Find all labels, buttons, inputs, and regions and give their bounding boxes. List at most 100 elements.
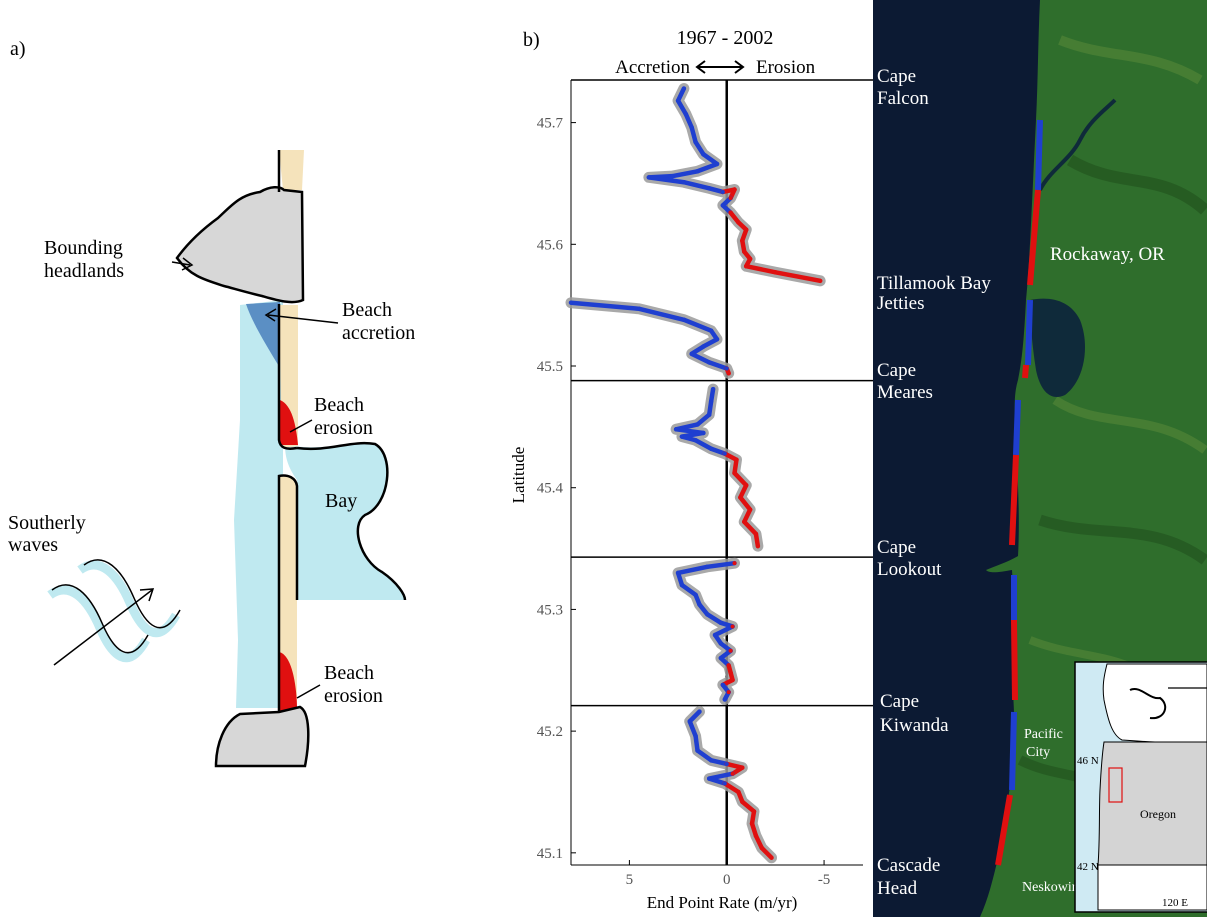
rate-point-2-0 [711, 387, 716, 392]
rate-point-4-4 [709, 758, 714, 763]
panel-a-diagram: a) Bounding headlands Beach accretion Be… [8, 38, 415, 768]
map-label-tillamook-2: Jetties [877, 293, 925, 314]
nearshore-water [234, 300, 283, 708]
accretion-arrowhead [264, 308, 277, 322]
rate-point-4-1 [687, 719, 692, 724]
profile-series-1 [565, 297, 735, 379]
rate-point-0-19 [740, 238, 745, 243]
y-axis-label: Latitude [509, 447, 528, 504]
rate-point-2-13 [738, 495, 743, 500]
rate-segment-2-2 [695, 412, 712, 427]
profile-series-0 [643, 83, 826, 287]
rate-point-1-9 [726, 371, 731, 376]
rate-point-0-0 [681, 86, 686, 91]
rate-point-0-23 [773, 270, 778, 275]
bay-inner-shore [277, 474, 299, 712]
inset-lat-42: 42 N [1077, 861, 1099, 873]
rate-point-4-2 [693, 733, 698, 738]
rate-segment-4-15 [759, 845, 774, 860]
rate-segment-2-8 [708, 446, 728, 456]
rate-point-2-12 [744, 483, 749, 488]
map-label-falcon-2: Falcon [877, 88, 929, 109]
accretion-arrow [267, 314, 339, 324]
rate-segment-3-8 [712, 624, 735, 638]
y-tick-label-1: 45.2 [537, 724, 563, 740]
rate-point-2-14 [748, 507, 753, 512]
rate-segment-2-6 [679, 434, 698, 443]
rate-point-0-3 [689, 125, 694, 130]
x-tick-label-1: 0 [723, 872, 731, 888]
accretion-label-line2: accretion [342, 322, 415, 344]
y-tick-label-5: 45.6 [537, 237, 564, 253]
neskowin-label: Neskowin [1022, 880, 1079, 895]
rate-point-2-5 [701, 430, 706, 435]
shoreline-change-chart: b) 1967 - 2002 Accretion Erosion Latitud… [509, 27, 875, 912]
rate-segment-0-9 [646, 175, 687, 185]
rate-point-0-22 [744, 264, 749, 269]
rate-point-0-7 [695, 169, 700, 174]
bay-shore [296, 441, 407, 601]
rate-segment-2-7 [693, 437, 714, 452]
beach-sand-upper [279, 150, 304, 190]
rate-point-3-3 [679, 583, 684, 588]
rate-point-0-24 [818, 278, 823, 283]
map-label-lookout-2: Lookout [877, 559, 942, 580]
map-label-cascade-1: Cascade [877, 855, 940, 876]
rate-segment-2-10 [732, 457, 739, 476]
pacific-city-label-2: City [1026, 745, 1050, 760]
rate-point-4-5 [724, 761, 729, 766]
rate-point-3-5 [697, 602, 702, 607]
rate-segment-0-7 [669, 169, 700, 179]
rate-point-2-2 [707, 412, 712, 417]
rate-segment-4-2 [693, 733, 700, 753]
y-tick-label-4: 45.5 [537, 359, 563, 375]
rate-point-0-6 [715, 161, 719, 166]
rate-point-0-17 [736, 220, 741, 225]
beach-sand-lower [279, 475, 297, 712]
rate-point-2-11 [732, 471, 737, 476]
rate-point-4-7 [730, 771, 735, 776]
y-tick-label-0: 45.1 [537, 846, 563, 862]
rate-point-1-8 [724, 366, 729, 371]
map-label-lookout-1: Cape [877, 537, 916, 558]
rate-segment-3-1 [675, 564, 710, 576]
rate-point-0-13 [732, 187, 737, 192]
rate-point-4-0 [697, 709, 702, 714]
coast-change-markers [995, 119, 1043, 866]
rate-segment-0-5 [701, 151, 720, 167]
tillamook-bay [1030, 298, 1085, 398]
inset-study-area-box [1108, 767, 1123, 803]
rate-point-4-12 [751, 809, 756, 814]
map-labels: Cape Falcon Tillamook Bay Jetties Cape M… [877, 66, 1165, 899]
panel-a-label: a) [10, 38, 26, 60]
rate-point-1-6 [689, 351, 694, 356]
rate-point-2-6 [679, 434, 684, 439]
rate-point-0-12 [720, 189, 725, 194]
rate-point-3-18 [722, 697, 727, 702]
rate-segment-1-6 [689, 351, 712, 365]
rate-segment-0-22 [743, 263, 778, 275]
y-tick-label-3: 45.4 [537, 481, 564, 497]
erosion-label-1-line1: Beach [314, 394, 364, 416]
chart-title: 1967 - 2002 [677, 27, 774, 49]
rate-point-2-10 [734, 457, 739, 462]
x-tick-label-0: 5 [626, 872, 634, 888]
lower-headland [214, 705, 310, 768]
rate-segment-0-3 [689, 125, 698, 145]
rate-point-0-5 [701, 152, 706, 157]
rate-point-3-17 [726, 690, 731, 695]
erosion-arrow-1 [289, 419, 313, 433]
rate-segment-0-4 [693, 139, 706, 157]
satellite-map: Cape Falcon Tillamook Bay Jetties Cape M… [873, 0, 1207, 917]
headlands-label-line1: Bounding [44, 237, 123, 259]
rate-point-0-21 [748, 256, 753, 261]
rate-point-2-1 [709, 399, 714, 404]
pacific-city-label-1: Pacific [1024, 727, 1063, 742]
rate-point-3-16 [720, 682, 725, 687]
rate-point-3-9 [713, 632, 718, 637]
rate-point-4-14 [753, 833, 758, 838]
rate-point-1-4 [715, 337, 719, 342]
headlands-arrowhead [181, 257, 194, 271]
map-label-kiwanda-2: Kiwanda [880, 715, 949, 736]
rate-point-2-4 [674, 427, 679, 432]
